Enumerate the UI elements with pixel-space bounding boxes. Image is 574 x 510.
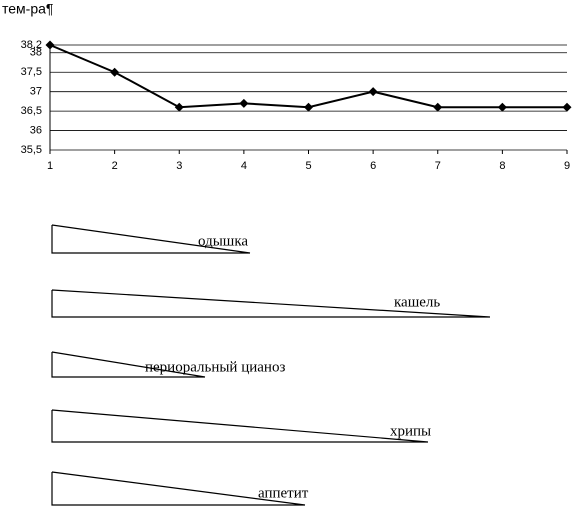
y-tick-label: 36,5	[21, 105, 42, 117]
symptom-label: хрипы	[390, 423, 431, 439]
symptom-label: периоральный цианоз	[145, 359, 285, 375]
point	[239, 98, 249, 108]
x-tick-label: 9	[564, 160, 570, 172]
y-tick-label: 38,2	[21, 39, 42, 51]
wedge	[51, 224, 251, 254]
point	[174, 102, 184, 112]
point	[304, 102, 313, 112]
x-tick-label: 2	[112, 160, 118, 172]
series-line	[49, 44, 567, 109]
x-tick-label: 8	[499, 160, 505, 172]
symptom-wedges: одышка кашель периоральный цианоз хрипы …	[51, 224, 491, 506]
point	[433, 102, 443, 112]
point	[110, 67, 120, 77]
y-tick-label: 38	[30, 47, 42, 59]
point	[45, 40, 55, 50]
point	[562, 102, 572, 112]
x-tick-label: 7	[435, 160, 441, 172]
wedge	[51, 289, 491, 318]
wedge	[51, 409, 429, 443]
x-tick-label: 1	[47, 160, 53, 172]
x-tick-label: 4	[241, 160, 247, 172]
point	[497, 102, 507, 112]
wedge	[51, 471, 306, 506]
chart-title: тем-ра¶	[2, 1, 53, 17]
point	[368, 87, 378, 97]
symptom-label: кашель	[394, 294, 440, 310]
x-tick-label: 3	[176, 160, 182, 172]
y-tick-label: 35,5	[21, 144, 42, 156]
y-tick-label: 37	[30, 86, 42, 98]
symptom-label: одышка	[198, 233, 248, 249]
x-tick-label: 5	[305, 160, 311, 172]
y-tick-label: 37,5	[21, 66, 42, 78]
symptom-label: аппетит	[258, 485, 309, 501]
wedge	[51, 351, 206, 378]
y-tick-label: 36	[30, 124, 42, 136]
x-tick-label: 6	[370, 160, 376, 172]
